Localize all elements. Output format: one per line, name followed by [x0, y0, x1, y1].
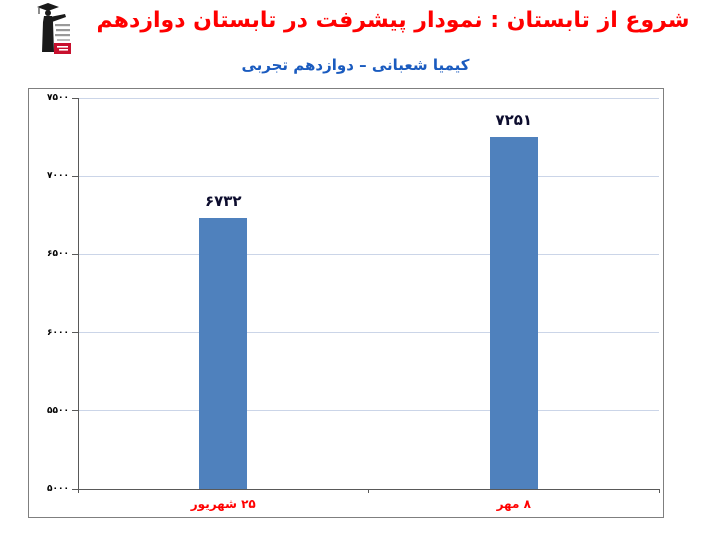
gridline	[78, 175, 659, 177]
y-axis-line	[78, 98, 79, 489]
x-axis-tick	[368, 489, 369, 493]
graduate-mascot-icon	[37, 3, 71, 54]
graduate-mascot-logo	[33, 2, 73, 56]
x-category-label: ۲۵ شهریور	[190, 497, 256, 511]
y-axis-tick	[72, 332, 78, 334]
page-title: شروع از تابستان : نمودار پیشرفت در تابست…	[96, 8, 690, 33]
gridline	[78, 253, 659, 255]
y-axis-tick	[72, 97, 78, 99]
gridline	[78, 332, 659, 334]
bar	[489, 136, 538, 489]
y-tick-label: ۶۰۰۰	[47, 327, 69, 338]
y-axis-tick	[72, 253, 78, 255]
y-tick-label: ۵۰۰۰	[47, 484, 69, 494]
x-axis-tick	[658, 489, 660, 493]
bar-value-label: ۷۲۵۱	[495, 110, 533, 129]
x-axis-tick	[77, 489, 79, 493]
y-tick-label: ۵۵۰۰	[47, 405, 69, 416]
y-axis-tick	[72, 175, 78, 177]
y-tick-label: ۷۵۰۰	[47, 93, 69, 103]
y-tick-label: ۷۰۰۰	[47, 171, 69, 182]
bar-chart: ۵۰۰۰ ۵۵۰۰ ۶۰۰۰ ۶۵۰۰ ۷۰۰۰ ۷۵۰۰ ۶۷۳۲ ۲۵ شهریور ۷۲۵…	[28, 88, 664, 518]
bar	[199, 218, 248, 489]
plot-area: ۵۰۰۰ ۵۵۰۰ ۶۰۰۰ ۶۵۰۰ ۷۰۰۰ ۷۵۰۰ ۶۷۳۲ ۲۵ شهریور ۷۲۵…	[29, 89, 663, 517]
y-axis-tick	[72, 410, 78, 412]
y-axis-tick	[72, 488, 78, 490]
x-category-label: ۸ مهر	[496, 497, 531, 511]
bar-value-label: ۶۷۳۲	[204, 192, 242, 211]
gridline	[78, 410, 659, 412]
page-subtitle: کیمیا شعبانی – دوازدهم تجربی	[241, 56, 470, 74]
gridline	[78, 97, 659, 99]
y-tick-label: ۶۵۰۰	[47, 249, 69, 260]
